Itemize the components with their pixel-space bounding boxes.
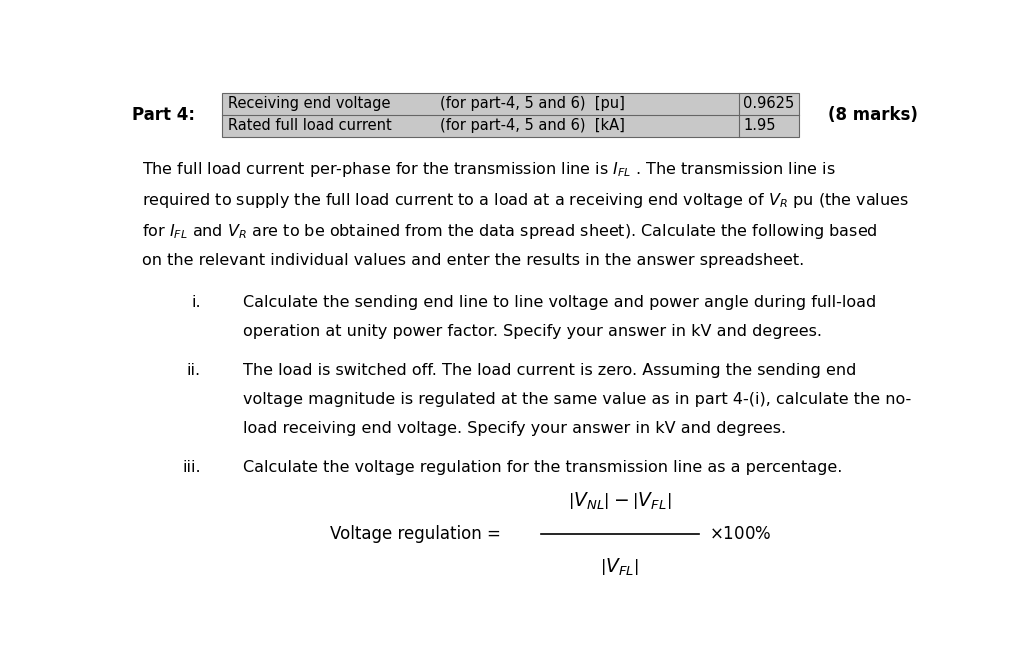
Text: i.: i. bbox=[191, 295, 201, 310]
Text: load receiving end voltage. Specify your answer in kV and degrees.: load receiving end voltage. Specify your… bbox=[243, 421, 786, 436]
Text: Rated full load current: Rated full load current bbox=[228, 118, 392, 133]
Text: Voltage regulation =: Voltage regulation = bbox=[331, 525, 501, 543]
Text: required to supply the full load current to a load at a receiving end voltage of: required to supply the full load current… bbox=[142, 191, 909, 210]
Text: (8 marks): (8 marks) bbox=[827, 106, 918, 124]
FancyBboxPatch shape bbox=[221, 93, 799, 137]
Text: The load is switched off. The load current is zero. Assuming the sending end: The load is switched off. The load curre… bbox=[243, 363, 856, 378]
Text: operation at unity power factor. Specify your answer in kV and degrees.: operation at unity power factor. Specify… bbox=[243, 324, 822, 339]
Text: 1.95: 1.95 bbox=[743, 118, 775, 133]
Text: $\left|V_{FL}\right|$: $\left|V_{FL}\right|$ bbox=[600, 556, 640, 578]
Text: on the relevant individual values and enter the results in the answer spreadshee: on the relevant individual values and en… bbox=[142, 253, 805, 268]
Text: ii.: ii. bbox=[187, 363, 201, 378]
Text: The full load current per-phase for the transmission line is $I_{FL}$ . The tran: The full load current per-phase for the … bbox=[142, 159, 836, 178]
Text: $\left|V_{NL}\right|-\left|V_{FL}\right|$: $\left|V_{NL}\right|-\left|V_{FL}\right|… bbox=[568, 491, 672, 512]
Text: iii.: iii. bbox=[182, 460, 201, 474]
Text: for $I_{FL}$ and $V_R$ are to be obtained from the data spread sheet). Calculate: for $I_{FL}$ and $V_R$ are to be obtaine… bbox=[142, 222, 878, 241]
Text: (for part-4, 5 and 6)  [kA]: (for part-4, 5 and 6) [kA] bbox=[440, 118, 626, 133]
Text: Calculate the voltage regulation for the transmission line as a percentage.: Calculate the voltage regulation for the… bbox=[243, 460, 843, 474]
Text: Calculate the sending end line to line voltage and power angle during full-load: Calculate the sending end line to line v… bbox=[243, 295, 877, 310]
Text: (for part-4, 5 and 6)  [pu]: (for part-4, 5 and 6) [pu] bbox=[440, 96, 626, 112]
Text: voltage magnitude is regulated at the same value as in part 4-(i), calculate the: voltage magnitude is regulated at the sa… bbox=[243, 392, 911, 407]
Text: Receiving end voltage: Receiving end voltage bbox=[228, 96, 390, 112]
Text: Part 4:: Part 4: bbox=[132, 106, 195, 124]
Text: $\times$100%: $\times$100% bbox=[709, 525, 771, 543]
Text: 0.9625: 0.9625 bbox=[743, 96, 795, 112]
